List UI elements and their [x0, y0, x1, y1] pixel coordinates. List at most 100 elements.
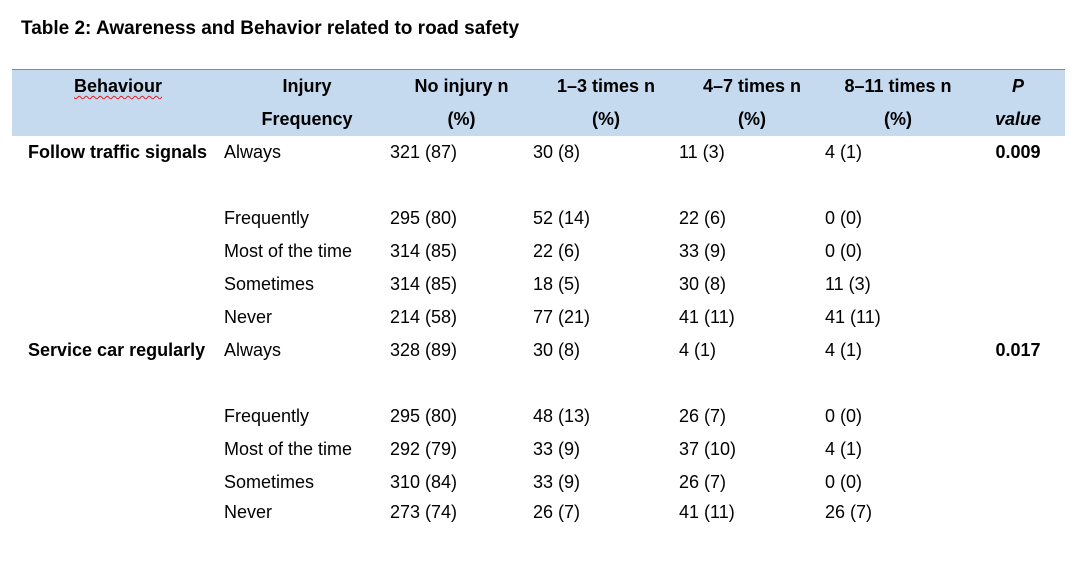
header-no-injury: No injury n (%)	[390, 69, 533, 136]
p-value-cell-empty	[971, 499, 1065, 526]
header-row: Behaviour Injury Frequency No injury n (…	[12, 69, 1065, 136]
behaviour-cell-empty	[12, 433, 224, 466]
table-row: Most of the time 314 (85) 22 (6) 33 (9) …	[12, 235, 1065, 268]
one-three-cell: 33 (9)	[533, 439, 581, 459]
one-three-cell: 26 (7)	[533, 502, 581, 522]
p-value-cell-empty	[971, 433, 1065, 466]
one-three-cell: 22 (6)	[533, 241, 581, 261]
table-row: Service car regularly Always 328 (89) 30…	[12, 334, 1065, 400]
eight-eleven-cell: 26 (7)	[825, 502, 873, 522]
four-seven-cell: 26 (7)	[679, 406, 727, 426]
no-injury-cell: 310 (84)	[390, 472, 458, 492]
p-value-cell-empty	[971, 202, 1065, 235]
four-seven-cell: 37 (10)	[679, 439, 737, 459]
p-value-cell: 0.009	[995, 142, 1041, 162]
p-value-cell-empty	[971, 235, 1065, 268]
no-injury-cell: 321 (87)	[390, 142, 458, 162]
header-p-value-line2: value	[994, 109, 1042, 129]
one-three-cell: 52 (14)	[533, 208, 591, 228]
eight-eleven-cell: 0 (0)	[825, 472, 863, 492]
table-header: Behaviour Injury Frequency No injury n (…	[12, 69, 1065, 136]
frequency-cell: Frequently	[224, 208, 310, 228]
header-no-injury-line1: No injury n	[414, 76, 509, 96]
no-injury-cell: 328 (89)	[390, 340, 458, 360]
table-row: Never 214 (58) 77 (21) 41 (11) 41 (11)	[12, 301, 1065, 334]
header-p-value-line1: P	[1011, 76, 1024, 96]
frequency-cell: Sometimes	[224, 274, 315, 294]
no-injury-cell: 292 (79)	[390, 439, 458, 459]
four-seven-cell: 11 (3)	[679, 142, 725, 162]
p-value-cell: 0.017	[995, 340, 1041, 360]
header-eight-eleven-line1: 8–11 times n	[844, 76, 952, 96]
road-safety-table-container: Behaviour Injury Frequency No injury n (…	[12, 69, 1065, 526]
table-title: Table 2: Awareness and Behavior related …	[21, 18, 520, 39]
header-one-three-line1: 1–3 times n	[556, 76, 656, 96]
frequency-cell: Never	[224, 502, 273, 522]
p-value-cell-empty	[971, 268, 1065, 301]
table-row: Follow traffic signals Always 321 (87) 3…	[12, 136, 1065, 202]
table-row: Most of the time 292 (79) 33 (9) 37 (10)…	[12, 433, 1065, 466]
header-behaviour: Behaviour	[12, 69, 224, 136]
frequency-cell: Always	[224, 142, 282, 162]
header-four-seven-line2: (%)	[738, 109, 766, 129]
eight-eleven-cell: 0 (0)	[825, 208, 863, 228]
frequency-cell: Most of the time	[224, 241, 353, 261]
four-seven-cell: 4 (1)	[679, 340, 717, 360]
four-seven-cell: 41 (11)	[679, 502, 735, 522]
eight-eleven-cell: 4 (1)	[825, 142, 863, 162]
frequency-cell: Sometimes	[224, 472, 315, 492]
frequency-cell: Never	[224, 307, 273, 327]
header-no-injury-line2: (%)	[447, 109, 476, 129]
table-row: Never 273 (74) 26 (7) 41 (11) 26 (7)	[12, 499, 1065, 526]
header-four-seven-line1: 4–7 times n	[702, 76, 802, 96]
behaviour-cell-empty	[12, 499, 224, 526]
header-frequency-line1: Injury	[282, 76, 332, 96]
table-body: Follow traffic signals Always 321 (87) 3…	[12, 136, 1065, 526]
frequency-cell: Always	[224, 340, 282, 360]
behaviour-cell: Follow traffic signals	[28, 142, 208, 162]
one-three-cell: 48 (13)	[533, 406, 591, 426]
eight-eleven-cell: 41 (11)	[825, 307, 881, 327]
one-three-cell: 33 (9)	[533, 472, 581, 492]
p-value-cell-empty	[971, 301, 1065, 334]
no-injury-cell: 295 (80)	[390, 208, 458, 228]
four-seven-cell: 22 (6)	[679, 208, 727, 228]
four-seven-cell: 41 (11)	[679, 307, 735, 327]
header-p-value: P value	[971, 69, 1065, 136]
no-injury-cell: 314 (85)	[390, 274, 458, 294]
eight-eleven-cell: 0 (0)	[825, 406, 863, 426]
four-seven-cell: 26 (7)	[679, 472, 727, 492]
header-behaviour-label: Behaviour	[73, 76, 163, 96]
eight-eleven-cell: 11 (3)	[825, 274, 871, 294]
behaviour-cell-empty	[12, 268, 224, 301]
table-row: Frequently 295 (80) 48 (13) 26 (7) 0 (0)	[12, 400, 1065, 433]
no-injury-cell: 214 (58)	[390, 307, 458, 327]
one-three-cell: 18 (5)	[533, 274, 581, 294]
behaviour-cell-empty	[12, 235, 224, 268]
eight-eleven-cell: 0 (0)	[825, 241, 863, 261]
behaviour-cell-empty	[12, 466, 224, 499]
no-injury-cell: 295 (80)	[390, 406, 458, 426]
one-three-cell: 30 (8)	[533, 142, 581, 162]
behaviour-cell: Service car regularly	[28, 340, 206, 360]
table-row: Sometimes 310 (84) 33 (9) 26 (7) 0 (0)	[12, 466, 1065, 499]
frequency-cell: Most of the time	[224, 439, 353, 459]
one-three-cell: 30 (8)	[533, 340, 581, 360]
no-injury-cell: 314 (85)	[390, 241, 458, 261]
road-safety-table: Behaviour Injury Frequency No injury n (…	[12, 69, 1065, 526]
header-eight-eleven-line2: (%)	[884, 109, 912, 129]
p-value-cell-empty	[971, 400, 1065, 433]
header-frequency: Injury Frequency	[224, 69, 390, 136]
behaviour-cell-empty	[12, 301, 224, 334]
no-injury-cell: 273 (74)	[390, 502, 458, 522]
p-value-cell-empty	[971, 466, 1065, 499]
table-row: Frequently 295 (80) 52 (14) 22 (6) 0 (0)	[12, 202, 1065, 235]
table-row: Sometimes 314 (85) 18 (5) 30 (8) 11 (3)	[12, 268, 1065, 301]
behaviour-cell-empty	[12, 400, 224, 433]
header-four-seven: 4–7 times n (%)	[679, 69, 825, 136]
eight-eleven-cell: 4 (1)	[825, 439, 863, 459]
four-seven-cell: 33 (9)	[679, 241, 727, 261]
one-three-cell: 77 (21)	[533, 307, 591, 327]
header-frequency-line2: Frequency	[261, 109, 353, 129]
header-one-three: 1–3 times n (%)	[533, 69, 679, 136]
